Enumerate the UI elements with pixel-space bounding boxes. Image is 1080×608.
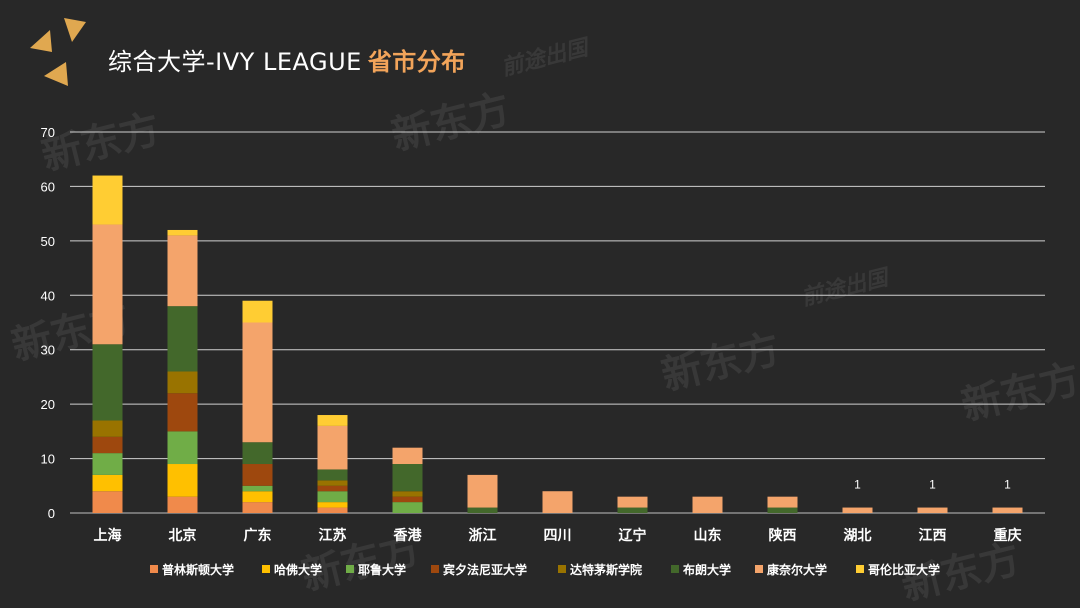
bar-segment bbox=[692, 496, 723, 513]
data-label: 1 bbox=[1004, 478, 1011, 492]
bar-segment bbox=[317, 415, 348, 426]
bar-segment bbox=[317, 469, 348, 481]
legend-swatch bbox=[262, 565, 270, 573]
data-label: 1 bbox=[854, 478, 861, 492]
bars bbox=[92, 175, 1023, 513]
bar-segment bbox=[167, 431, 198, 465]
x-tick-label: 香港 bbox=[393, 527, 423, 544]
bar-segment bbox=[767, 496, 798, 508]
legend-label: 康奈尔大学 bbox=[767, 562, 827, 577]
x-tick-label: 上海 bbox=[94, 527, 122, 544]
y-tick-label: 30 bbox=[41, 343, 55, 358]
bar-segment bbox=[542, 491, 573, 513]
bar-segment bbox=[992, 507, 1023, 513]
y-tick-label: 40 bbox=[41, 288, 55, 303]
bar-segment bbox=[167, 306, 198, 372]
legend-label: 布朗大学 bbox=[683, 562, 731, 577]
bar-segment bbox=[467, 474, 498, 508]
bar-segment bbox=[242, 322, 273, 443]
bar-segment bbox=[317, 485, 348, 492]
legend-label: 达特茅斯学院 bbox=[570, 562, 642, 577]
legend-swatch bbox=[150, 565, 158, 573]
bar-segment bbox=[317, 491, 348, 503]
x-tick-label: 陕西 bbox=[769, 527, 797, 544]
x-tick-label: 山东 bbox=[694, 527, 722, 544]
x-tick-label: 江西 bbox=[919, 527, 947, 544]
bar-segment bbox=[167, 235, 198, 307]
bar-segment bbox=[392, 496, 423, 503]
legend-swatch bbox=[856, 565, 864, 573]
y-tick-label: 70 bbox=[41, 125, 55, 140]
bar-segment bbox=[242, 502, 273, 513]
x-tick-label: 北京 bbox=[169, 527, 197, 544]
bar-segment bbox=[92, 474, 123, 492]
bar-segment bbox=[167, 464, 198, 497]
legend-label: 普林斯顿大学 bbox=[162, 562, 234, 577]
legend-swatch bbox=[671, 565, 679, 573]
x-tick-label: 辽宁 bbox=[619, 527, 647, 544]
y-tick-label: 50 bbox=[41, 234, 55, 249]
data-label: 1 bbox=[929, 478, 936, 492]
bar-segment bbox=[167, 393, 198, 432]
legend-label: 哥伦比亚大学 bbox=[868, 562, 940, 577]
legend-label: 宾夕法尼亚大学 bbox=[443, 562, 527, 577]
bar-segment bbox=[242, 485, 273, 492]
legend-swatch bbox=[558, 565, 566, 573]
bar-segment bbox=[392, 491, 423, 497]
bar-segment bbox=[317, 480, 348, 486]
x-tick-label: 浙江 bbox=[469, 527, 497, 544]
page-title: 综合大学-IVY LEAGUE 省市分布 bbox=[108, 42, 466, 77]
bar-segment bbox=[617, 496, 648, 508]
data-labels: 1 1 1 bbox=[854, 478, 1011, 492]
bar-segment bbox=[92, 436, 123, 454]
bar-segment bbox=[317, 507, 348, 513]
bar-segment bbox=[467, 507, 498, 513]
bar-segment bbox=[242, 491, 273, 503]
bar-segment bbox=[392, 464, 423, 492]
bar-segment bbox=[392, 447, 423, 465]
bar-segment bbox=[317, 502, 348, 508]
title-accent: 省市分布 bbox=[367, 48, 466, 76]
bar-segment bbox=[92, 175, 123, 225]
bar-segment bbox=[167, 229, 198, 236]
legend-label: 哈佛大学 bbox=[274, 562, 322, 577]
bar-segment bbox=[167, 496, 198, 513]
bar-segment bbox=[767, 507, 798, 513]
x-tick-label: 重庆 bbox=[994, 527, 1022, 544]
x-tick-label: 湖北 bbox=[844, 528, 872, 544]
y-axis-tick-labels: 0 10 20 30 40 50 60 70 bbox=[41, 125, 55, 521]
bar-segment bbox=[917, 507, 948, 513]
y-tick-label: 10 bbox=[41, 452, 55, 467]
x-axis-tick-labels: 上海 北京 广东 江苏 香港 浙江 四川 辽宁 山东 陕西 湖北 江西 重庆 bbox=[94, 527, 1022, 544]
legend: 普林斯顿大学 哈佛大学 耶鲁大学 宾夕法尼亚大学 达特茅斯学院 布朗大学 康奈尔大学 哥伦比亚… bbox=[150, 562, 940, 577]
legend-label: 耶鲁大学 bbox=[358, 562, 406, 577]
bar-segment bbox=[242, 442, 273, 465]
legend-swatch bbox=[346, 565, 354, 573]
y-tick-label: 20 bbox=[41, 397, 55, 412]
bar-segment bbox=[92, 453, 123, 475]
x-tick-label: 广东 bbox=[244, 527, 272, 544]
bar-segment bbox=[842, 507, 873, 513]
bar-segment bbox=[92, 420, 123, 437]
bar-segment bbox=[242, 300, 273, 323]
bar-segment bbox=[317, 425, 348, 470]
grid-lines bbox=[70, 131, 1045, 514]
title-main: 综合大学-IVY LEAGUE bbox=[108, 48, 362, 76]
bar-segment bbox=[167, 371, 198, 394]
y-tick-label: 0 bbox=[48, 506, 55, 521]
bar-segment bbox=[392, 502, 423, 513]
y-tick-label: 60 bbox=[41, 179, 55, 194]
x-tick-label: 四川 bbox=[544, 528, 572, 544]
bar-segment bbox=[92, 224, 123, 345]
bar-segment bbox=[617, 507, 648, 513]
legend-swatch bbox=[431, 565, 439, 573]
bar-segment bbox=[92, 344, 123, 421]
bar-segment bbox=[242, 464, 273, 486]
x-tick-label: 江苏 bbox=[319, 527, 347, 544]
bar-segment bbox=[92, 491, 123, 513]
legend-swatch bbox=[755, 565, 763, 573]
